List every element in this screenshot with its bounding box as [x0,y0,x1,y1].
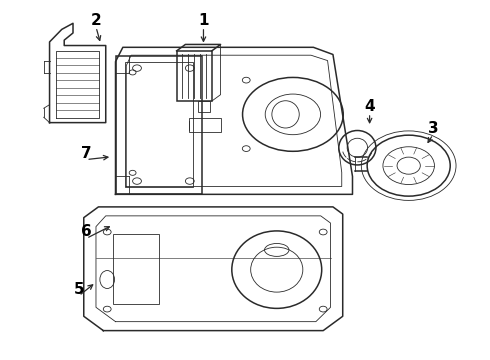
Text: 5: 5 [74,282,84,297]
Bar [117,55,202,194]
Bar [197,101,210,112]
Bar [176,51,212,101]
Bar [189,118,220,132]
Bar [125,62,193,187]
Text: 3: 3 [428,121,439,135]
Text: 4: 4 [364,99,375,114]
Text: 6: 6 [81,225,92,239]
Text: 1: 1 [198,13,209,28]
Text: 7: 7 [81,145,92,161]
Text: 2: 2 [91,13,101,28]
Bar [113,234,159,304]
